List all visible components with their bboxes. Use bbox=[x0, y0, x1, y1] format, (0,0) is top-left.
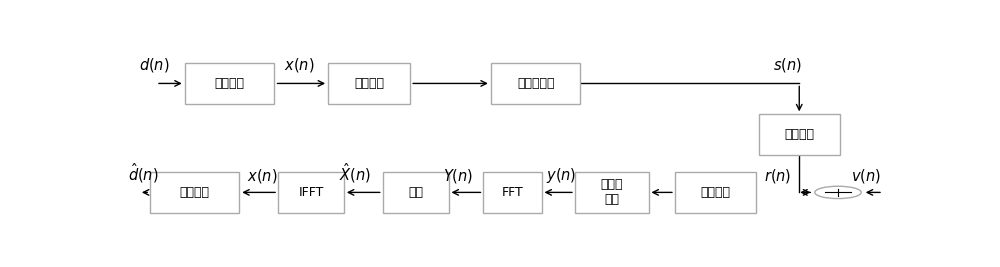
FancyBboxPatch shape bbox=[328, 63, 410, 104]
Text: 加循环前缀: 加循环前缀 bbox=[517, 77, 554, 90]
FancyBboxPatch shape bbox=[150, 172, 239, 213]
Text: $\hat{X}(n)$: $\hat{X}(n)$ bbox=[339, 161, 371, 185]
Text: FFT: FFT bbox=[502, 186, 523, 199]
Text: 均衡: 均衡 bbox=[408, 186, 423, 199]
Text: IFFT: IFFT bbox=[298, 186, 324, 199]
Text: $\hat{d}(n)$: $\hat{d}(n)$ bbox=[128, 161, 159, 185]
Text: $d(n)$: $d(n)$ bbox=[139, 56, 170, 73]
Text: $x(n)$: $x(n)$ bbox=[284, 56, 314, 73]
FancyBboxPatch shape bbox=[185, 63, 274, 104]
Text: 去循环
前缀: 去循环 前缀 bbox=[600, 178, 623, 206]
FancyBboxPatch shape bbox=[575, 172, 649, 213]
Text: $s(n)$: $s(n)$ bbox=[773, 56, 802, 73]
FancyBboxPatch shape bbox=[675, 172, 756, 213]
Text: 数据调制: 数据调制 bbox=[215, 77, 245, 90]
Text: 数据分块: 数据分块 bbox=[701, 186, 731, 199]
FancyBboxPatch shape bbox=[278, 172, 344, 213]
FancyBboxPatch shape bbox=[483, 172, 542, 213]
FancyBboxPatch shape bbox=[383, 172, 449, 213]
FancyBboxPatch shape bbox=[759, 114, 840, 155]
FancyBboxPatch shape bbox=[491, 63, 580, 104]
Text: 多径信道: 多径信道 bbox=[784, 128, 814, 141]
Text: $x(n)$: $x(n)$ bbox=[247, 167, 278, 185]
Text: $Y(n)$: $Y(n)$ bbox=[443, 167, 473, 185]
Text: 数据分块: 数据分块 bbox=[354, 77, 384, 90]
Text: $v(n)$: $v(n)$ bbox=[851, 167, 881, 185]
Text: $y(n)$: $y(n)$ bbox=[546, 167, 576, 186]
Circle shape bbox=[815, 186, 861, 199]
Text: 数据解调: 数据解调 bbox=[180, 186, 210, 199]
Text: $r(n)$: $r(n)$ bbox=[764, 167, 792, 185]
